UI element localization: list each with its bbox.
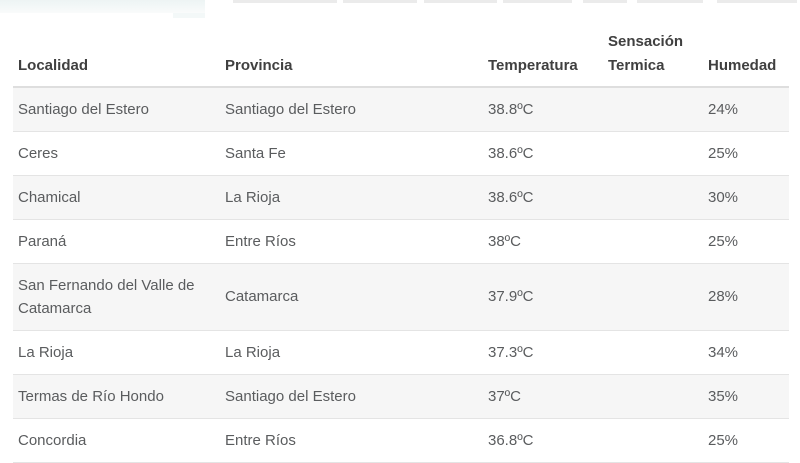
cell-temperatura: 38.8ºC <box>488 100 534 118</box>
top-edge-remnant <box>233 0 337 3</box>
cell-localidad: Santiago del Estero <box>18 100 149 118</box>
cell-temperatura: 37.3ºC <box>488 343 534 361</box>
cell-localidad: Paraná <box>18 232 67 250</box>
table-row: San Fernando del Valle de Catamarca Cata… <box>13 264 789 331</box>
table-row: Concordia Entre Ríos 36.8ºC 25% <box>13 419 789 463</box>
table-row: Termas de Río Hondo Santiago del Estero … <box>13 375 789 419</box>
cell-temperatura: 38ºC <box>488 232 521 250</box>
table-body: Santiago del Estero Santiago del Estero … <box>13 88 789 463</box>
cell-humedad: 30% <box>708 188 739 206</box>
cell-temperatura: 37.9ºC <box>488 288 534 306</box>
table-row: Chamical La Rioja 38.6ºC 30% <box>13 176 789 220</box>
cell-provincia: Santiago del Estero <box>225 100 356 118</box>
cell-provincia: Santiago del Estero <box>225 387 356 405</box>
top-cutoff-block-step <box>173 13 205 18</box>
table-header-row: Localidad Provincia Temperatura Sensació… <box>13 30 789 88</box>
table-row: La Rioja La Rioja 37.3ºC 34% <box>13 331 789 375</box>
weather-table: Localidad Provincia Temperatura Sensació… <box>13 30 789 463</box>
cell-provincia: Santa Fe <box>225 144 286 162</box>
cell-provincia: Catamarca <box>225 288 299 306</box>
cell-localidad: Termas de Río Hondo <box>18 387 164 405</box>
cell-provincia: La Rioja <box>225 343 281 361</box>
cell-sensacion <box>608 264 708 330</box>
top-edge-remnant <box>583 0 627 3</box>
cell-humedad: 25% <box>708 144 739 162</box>
cell-localidad: San Fernando del Valle de Catamarca <box>18 276 195 317</box>
cell-localidad: Chamical <box>18 188 81 206</box>
column-header-sensacion-termica: Sensación Termica <box>608 33 684 74</box>
cell-sensacion <box>608 375 708 418</box>
cell-humedad: 25% <box>708 431 739 449</box>
cell-temperatura: 38.6ºC <box>488 144 534 162</box>
top-edge-remnant <box>637 0 703 3</box>
cell-temperatura: 36.8ºC <box>488 431 534 449</box>
cell-localidad: Concordia <box>18 431 87 449</box>
cell-humedad: 24% <box>708 100 739 118</box>
top-edge-remnant <box>717 0 797 3</box>
cell-sensacion <box>608 132 708 175</box>
column-header-humedad: Humedad <box>708 57 777 74</box>
top-cutoff-block <box>0 0 205 18</box>
table-row: Ceres Santa Fe 38.6ºC 25% <box>13 132 789 176</box>
column-header-provincia: Provincia <box>225 57 293 74</box>
cell-provincia: Entre Ríos <box>225 232 296 250</box>
top-edge-remnant <box>424 0 497 3</box>
cell-sensacion <box>608 331 708 374</box>
cell-sensacion <box>608 419 708 462</box>
cell-humedad: 25% <box>708 232 739 250</box>
cell-humedad: 28% <box>708 288 739 306</box>
cell-sensacion <box>608 220 708 263</box>
table-row: Paraná Entre Ríos 38ºC 25% <box>13 220 789 264</box>
table-row: Santiago del Estero Santiago del Estero … <box>13 88 789 132</box>
cell-localidad: Ceres <box>18 144 59 162</box>
column-header-localidad: Localidad <box>18 57 89 74</box>
column-header-temperatura: Temperatura <box>488 57 578 74</box>
cell-humedad: 35% <box>708 387 739 405</box>
cell-provincia: La Rioja <box>225 188 281 206</box>
cell-provincia: Entre Ríos <box>225 431 296 449</box>
top-edge-remnant <box>343 0 417 3</box>
cell-sensacion <box>608 176 708 219</box>
top-edge-remnant <box>503 0 572 3</box>
cell-localidad: La Rioja <box>18 343 74 361</box>
cell-humedad: 34% <box>708 343 739 361</box>
cell-temperatura: 37ºC <box>488 387 521 405</box>
cell-temperatura: 38.6ºC <box>488 188 534 206</box>
cell-sensacion <box>608 88 708 131</box>
